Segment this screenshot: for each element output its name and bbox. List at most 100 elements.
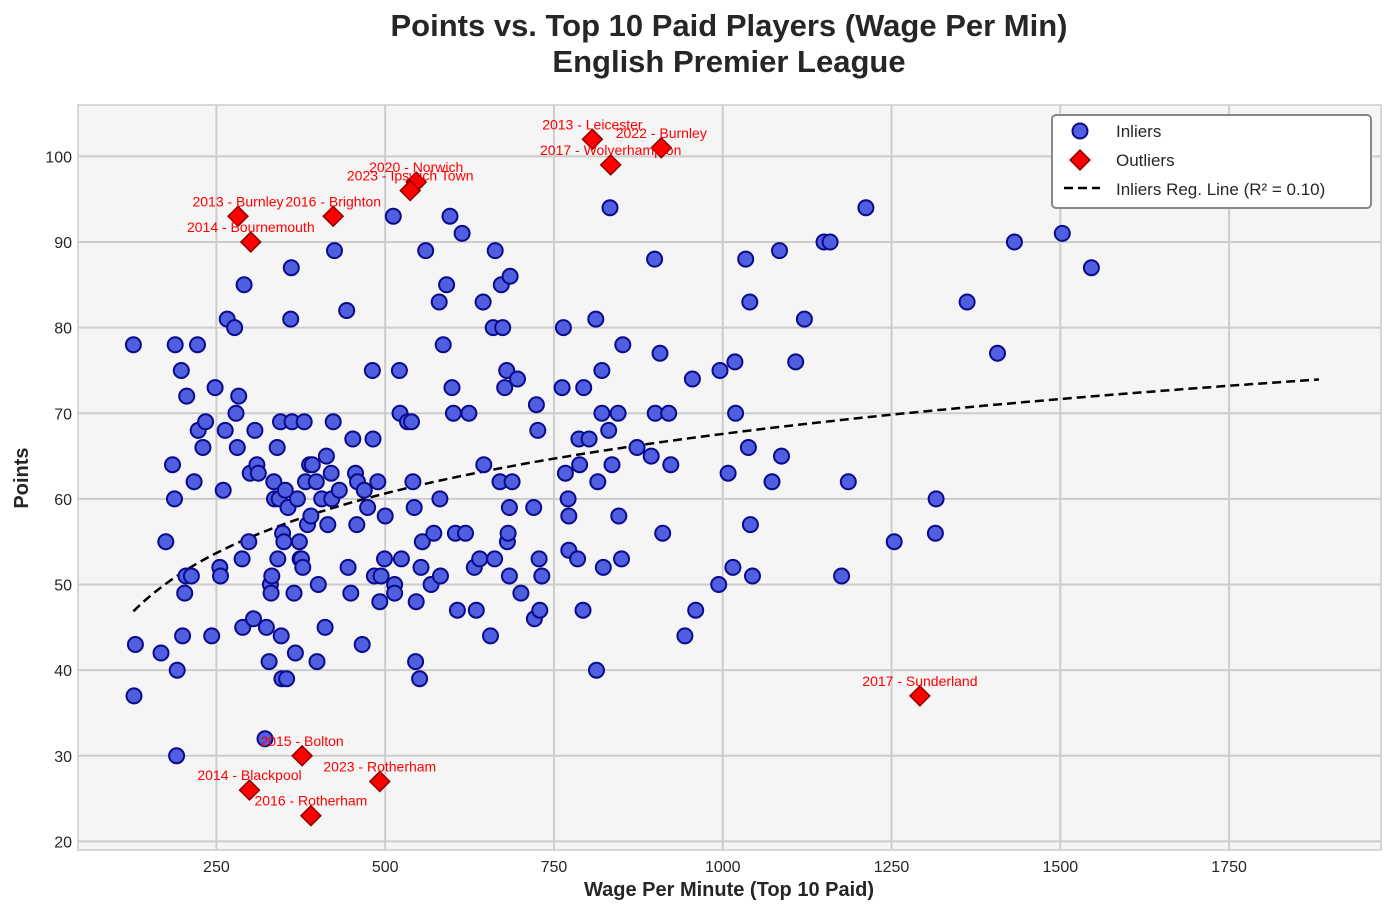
inlier-point	[431, 490, 449, 508]
inlier-point	[166, 336, 184, 354]
inlier-point	[317, 447, 335, 465]
inlier-point	[338, 302, 356, 319]
inlier-point	[269, 550, 287, 568]
outlier-point	[238, 779, 261, 802]
inlier-point	[503, 473, 521, 491]
inlier-point	[226, 319, 244, 337]
inlier-point	[185, 473, 203, 491]
inlier-point	[342, 584, 360, 602]
inlier-point	[278, 670, 296, 688]
outlier-label: 2023 - Ipswich Town	[347, 168, 474, 184]
inlier-point	[197, 413, 215, 431]
inlier-point	[371, 593, 389, 611]
inlier-point	[571, 456, 589, 474]
inlier-point	[126, 636, 144, 653]
inlier-point	[240, 533, 258, 551]
inlier-point	[157, 533, 175, 551]
inlier-point	[319, 516, 337, 534]
inlier-point	[309, 576, 327, 593]
x-axis-label: Wage Per Minute (Top 10 Paid)	[584, 879, 874, 901]
inlier-point	[260, 653, 278, 671]
outlier-point	[239, 231, 262, 253]
inlier-point	[405, 499, 423, 516]
inlier-point	[339, 558, 357, 576]
inlier-point	[741, 293, 759, 311]
inlier-point	[739, 439, 757, 456]
inlier-point	[496, 379, 514, 397]
chart-title: Points vs. Top 10 Paid Players (Wage Per…	[390, 8, 1067, 43]
inlier-point	[610, 507, 628, 525]
inlier-point	[609, 404, 627, 422]
inlier-point	[364, 430, 382, 448]
inlier-point	[719, 464, 737, 482]
outlier-point	[908, 684, 931, 707]
inlier-point	[654, 524, 672, 542]
inlier-point	[441, 207, 459, 225]
inlier-point	[265, 473, 283, 491]
inlier-point	[474, 293, 492, 311]
inlier-point	[174, 627, 192, 645]
outlier-point	[299, 804, 322, 827]
y-tick-label: 40	[54, 663, 72, 680]
inlier-point	[710, 576, 728, 593]
y-tick-label: 20	[54, 834, 72, 851]
inlier-point	[726, 353, 744, 371]
inlier-point	[290, 533, 308, 551]
inlier-point	[326, 242, 343, 260]
outlier-point	[581, 128, 604, 151]
outlier-label: 2020 - Norwich	[369, 159, 463, 175]
inlier-point	[989, 344, 1006, 362]
inlier-point	[574, 601, 592, 619]
legend-inlier-marker	[1071, 122, 1089, 140]
x-tick-label: 750	[541, 859, 568, 876]
inlier-point	[214, 481, 232, 499]
inlier-point	[276, 481, 294, 499]
y-tick-labels: 20 30 40 50 60 70 80 90 100	[45, 149, 72, 851]
inlier-point	[234, 618, 252, 636]
inlier-point	[569, 550, 587, 568]
outlier-point	[399, 179, 422, 202]
y-tick-label: 60	[54, 492, 72, 509]
outlier-point	[599, 153, 622, 176]
inlier-point	[509, 370, 526, 388]
inlier-point	[499, 524, 517, 542]
inlier-point	[322, 464, 340, 482]
y-tick-label: 50	[54, 578, 72, 595]
inlier-point	[359, 499, 377, 516]
outlier-label: 2016 - Rotherham	[254, 793, 367, 809]
inlier-point	[164, 456, 181, 474]
x-tick-label: 1250	[874, 859, 910, 876]
inlier-point	[392, 550, 410, 568]
inlier-point	[771, 242, 788, 260]
inlier-point	[642, 447, 660, 465]
inlier-point	[330, 481, 348, 499]
inlier-point	[363, 362, 381, 379]
inlier-point	[212, 567, 229, 585]
outlier-label: 2016 - Brighton	[285, 193, 381, 209]
inlier-point	[268, 439, 286, 456]
inlier-point	[275, 533, 293, 551]
inlier-point	[460, 404, 478, 422]
inlier-point	[744, 567, 761, 585]
inlier-point	[486, 550, 504, 568]
inlier-point	[530, 550, 548, 568]
inlier-point	[613, 550, 630, 568]
inlier-point	[603, 456, 621, 474]
inlier-point	[676, 627, 694, 645]
inlier-point	[412, 558, 430, 576]
inlier-point	[425, 524, 443, 542]
inlier-point	[168, 747, 186, 765]
outlier-label: 2014 - Blackpool	[197, 767, 301, 783]
inlier-point	[471, 550, 489, 568]
inlier-point	[527, 396, 545, 414]
legend-outliers-label: Outliers	[1116, 151, 1175, 170]
inlier-point	[432, 567, 449, 585]
inlier-point	[839, 473, 857, 491]
inlier-point	[272, 627, 290, 645]
inlier-point	[249, 464, 267, 482]
inlier-point	[376, 550, 393, 568]
inlier-point	[651, 344, 669, 362]
inlier-point	[646, 250, 664, 268]
inlier-point	[559, 490, 577, 508]
inlier-point	[556, 464, 574, 482]
